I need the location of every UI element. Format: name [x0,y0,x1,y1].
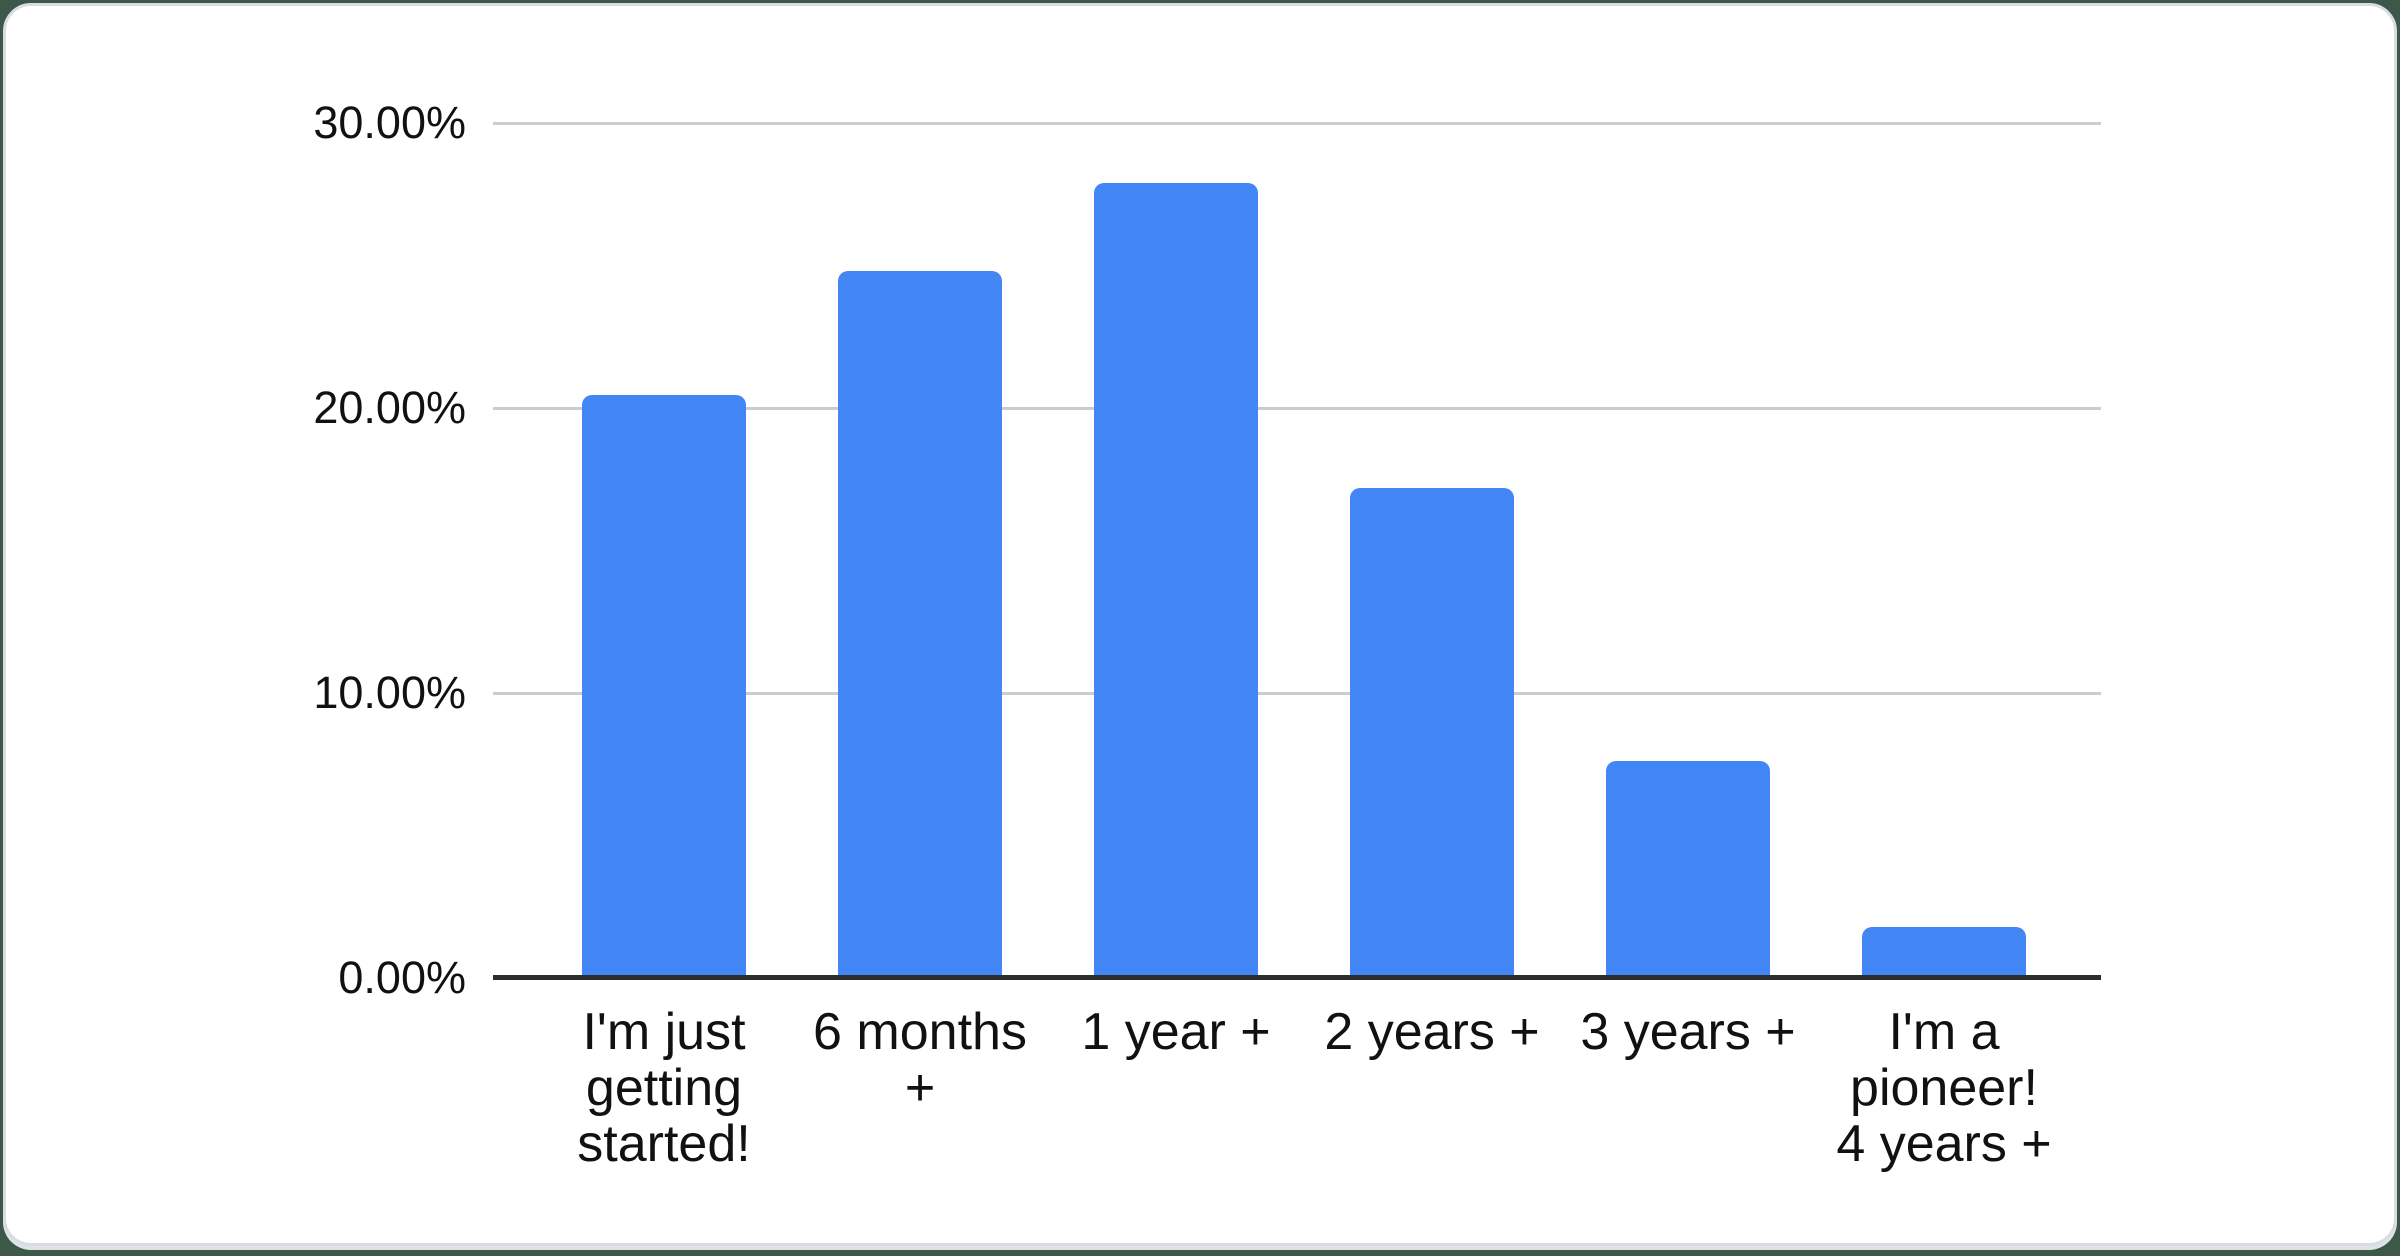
bar-slot [1304,123,1560,978]
bar-slot [1048,123,1304,978]
plot-area [493,122,2101,980]
bars [493,123,2101,978]
gridline [493,407,2101,410]
bar[interactable] [1862,926,2026,978]
x-category-label-line: 3 years + [1580,1003,1796,1061]
bar-slot [1560,123,1816,978]
x-category-label-line: I'm just [582,1003,746,1061]
x-category-label-line: 4 years + [1836,1115,2052,1173]
gridline [493,122,2101,125]
bar[interactable] [1350,487,1514,978]
bar[interactable] [1094,182,1258,978]
x-category-label-line: 2 years + [1324,1003,1540,1061]
x-category-label-line: + [904,1059,936,1117]
x-category-label-line: started! [577,1115,751,1173]
x-category-label-line: 6 months [813,1003,1027,1061]
x-category-label-line: getting [585,1059,743,1117]
y-tick-label: 30.00% [313,97,466,148]
x-category-label: 6 months + [792,1004,1048,1172]
chart-card: 30.00% 20.00% 10.00% 0.00% I'm just getting s… [3,3,2397,1246]
y-tick-label: 0.00% [338,952,466,1003]
y-tick-label: 10.00% [313,667,466,718]
bar-chart: 30.00% 20.00% 10.00% 0.00% I'm just getting s… [6,6,2394,1243]
x-axis-line [493,975,2101,980]
x-category-label-line: 1 year + [1081,1003,1271,1061]
x-axis-labels: I'm just getting started! 6 months +1 year +… [493,1004,2101,1172]
x-category-label: 2 years + [1304,1004,1560,1172]
gridline [493,692,2101,695]
x-category-label: 1 year + [1048,1004,1304,1172]
y-tick-label: 20.00% [313,382,466,433]
bar-slot [536,123,792,978]
x-category-label-line: I'm a [1888,1003,2000,1061]
bar-slot [1816,123,2072,978]
bar[interactable] [1606,761,1770,978]
x-category-label: I'm just getting started! [536,1004,792,1172]
bar[interactable] [582,395,746,978]
x-category-label-line: pioneer! [1850,1059,2038,1117]
x-category-label: I'm a pioneer! 4 years + [1816,1004,2072,1172]
bar-slot [792,123,1048,978]
bar[interactable] [838,271,1002,978]
x-category-label: 3 years + [1560,1004,1816,1172]
